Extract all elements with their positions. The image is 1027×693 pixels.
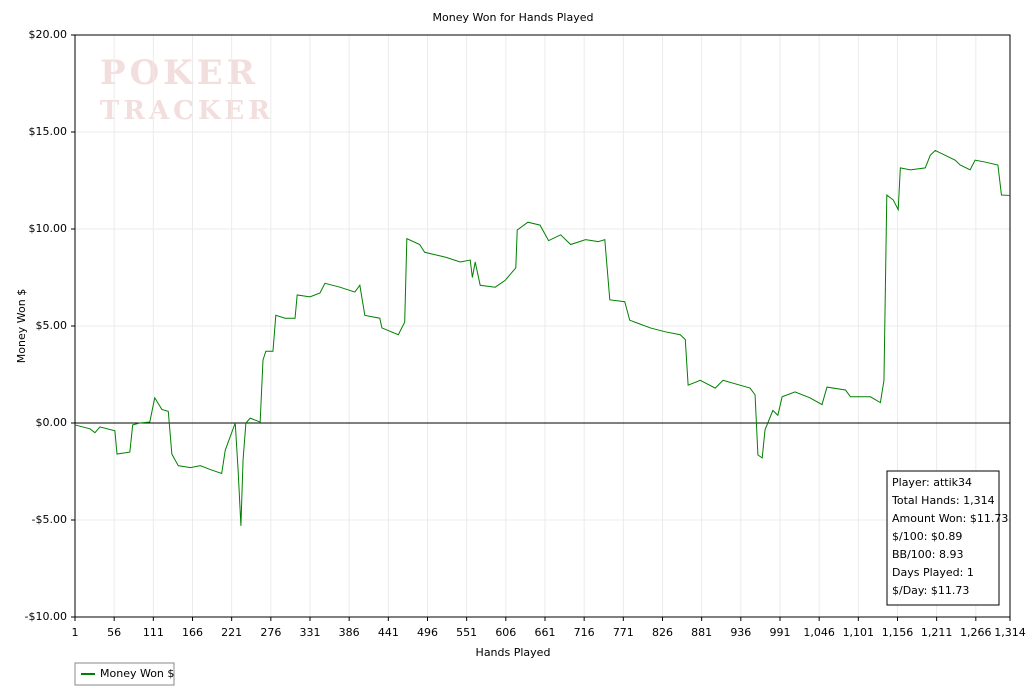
watermark: TRACKER — [100, 96, 274, 126]
x-tick-label: 1,156 — [882, 626, 914, 639]
info-text: Total Hands: 1,314 — [891, 494, 995, 507]
x-tick-label: 826 — [652, 626, 673, 639]
x-tick-label: 661 — [534, 626, 555, 639]
y-tick-label: $15.00 — [29, 125, 68, 138]
x-tick-label: 166 — [182, 626, 203, 639]
plot-frame — [74, 34, 1011, 618]
x-tick-label: 1,046 — [803, 626, 835, 639]
watermark: POKER — [100, 53, 259, 93]
y-tick-label: $20.00 — [29, 28, 68, 41]
info-text: Days Played: 1 — [892, 566, 974, 579]
x-tick-label: 276 — [260, 626, 281, 639]
x-tick-label: 1,101 — [843, 626, 875, 639]
y-tick-label: $5.00 — [36, 319, 68, 332]
x-tick-label: 56 — [107, 626, 121, 639]
x-tick-label: 771 — [613, 626, 634, 639]
x-tick-label: 221 — [221, 626, 242, 639]
x-tick-label: 111 — [143, 626, 164, 639]
x-tick-label: 881 — [691, 626, 712, 639]
y-tick-label: -$5.00 — [32, 513, 67, 526]
x-tick-label: 606 — [495, 626, 516, 639]
x-tick-label: 551 — [456, 626, 477, 639]
x-tick-label: 1 — [72, 626, 79, 639]
x-tick-label: 331 — [299, 626, 320, 639]
x-axis-label: Hands Played — [476, 646, 551, 659]
x-tick-label: 991 — [769, 626, 790, 639]
legend-box — [74, 662, 175, 686]
y-tick-label: $10.00 — [29, 222, 68, 235]
info-box — [886, 470, 1000, 606]
x-tick-label: 716 — [574, 626, 595, 639]
x-tick-label: 936 — [730, 626, 751, 639]
x-tick-label: 441 — [378, 626, 399, 639]
info-text: $/Day: $11.73 — [892, 584, 969, 597]
chart-title: Money Won for Hands Played — [433, 11, 594, 24]
x-tick-label: 1,266 — [960, 626, 992, 639]
info-text: BB/100: 8.93 — [892, 548, 964, 561]
x-tick-label: 386 — [339, 626, 360, 639]
y-tick-label: -$10.00 — [25, 610, 67, 623]
x-tick-label: 1,211 — [921, 626, 953, 639]
data-line — [74, 149, 1011, 526]
info-text: Player: attik34 — [892, 476, 972, 489]
info-text: Amount Won: $11.73 — [892, 512, 1008, 525]
x-tick-label: 496 — [417, 626, 438, 639]
y-axis-label: Money Won $ — [15, 289, 28, 363]
x-tick-label: 1,314 — [994, 626, 1026, 639]
legend-label: Money Won $ — [100, 667, 174, 680]
y-tick-label: $0.00 — [36, 416, 68, 429]
info-text: $/100: $0.89 — [892, 530, 962, 543]
